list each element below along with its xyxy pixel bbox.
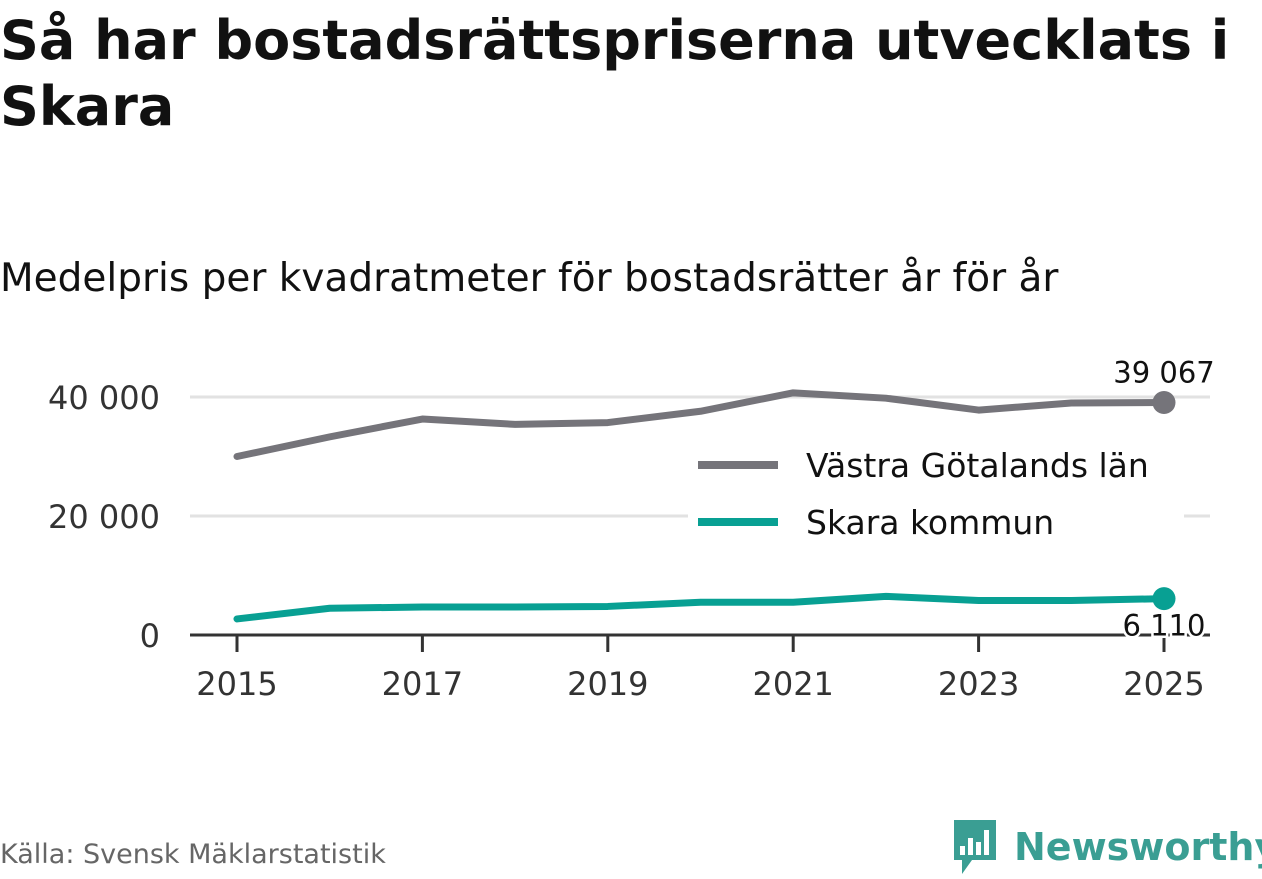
- legend: Västra Götalands län Skara kommun: [688, 439, 1184, 548]
- end-label-vastra-gotalands-lan: 39 067: [1113, 356, 1214, 390]
- legend-label: Västra Götalands län: [806, 446, 1149, 485]
- chart-title: Så har bostadsrättspriserna utvecklats i…: [0, 9, 1230, 138]
- y-tick-label: 20 000: [48, 498, 160, 536]
- x-tick-label: 2025: [1123, 665, 1204, 703]
- series-end-point: [1152, 587, 1176, 611]
- line-chart: 0 20 000 40 000 2015 2017 2019 2021 2023 2025 V…: [48, 356, 1215, 703]
- source-text: Källa: Svensk Mäklarstatistik: [0, 839, 386, 870]
- x-tick-label: 2015: [196, 665, 277, 703]
- end-label-skara-kommun: 6 110: [1122, 609, 1205, 643]
- series: [233, 389, 1176, 623]
- series-end-point: [1152, 391, 1176, 415]
- series-line-vastra-gotalands-lan: [233, 389, 1168, 460]
- legend-label: Skara kommun: [806, 503, 1054, 542]
- y-tick-label: 0: [140, 617, 160, 655]
- series-line-skara-kommun: [233, 592, 1168, 623]
- x-tick-label: 2017: [382, 665, 463, 703]
- x-tick-label: 2021: [752, 665, 833, 703]
- x-axis-ticks: 2015 2017 2019 2021 2023 2025: [196, 635, 1205, 703]
- x-tick-label: 2023: [938, 665, 1019, 703]
- chart-subtitle: Medelpris per kvadratmeter för bostadsrä…: [0, 256, 1059, 301]
- end-labels: 39 067 6 110: [1113, 356, 1214, 646]
- brand-logo: Newsworthy: [950, 818, 1262, 876]
- brand-name: Newsworthy: [1014, 825, 1262, 869]
- y-axis-ticks: 0 20 000 40 000: [48, 379, 160, 655]
- x-tick-label: 2019: [567, 665, 648, 703]
- y-tick-label: 40 000: [48, 379, 160, 417]
- newsworthy-logo-icon: [954, 820, 996, 874]
